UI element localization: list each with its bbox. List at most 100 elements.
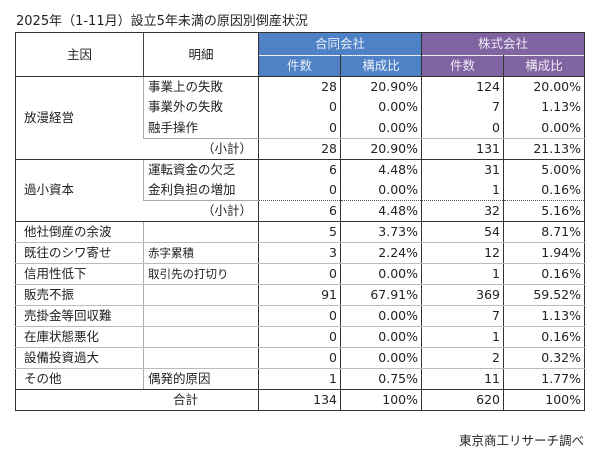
main-cause: 売掛金等回収難 — [15, 305, 144, 327]
table-row: 金利負担の増加 0 0.00% 1 0.16% — [16, 179, 585, 201]
goudou-ratio: 20.90% — [340, 76, 422, 98]
goudou-count: 5 — [258, 221, 341, 243]
header-goudou-ratio: 構成比 — [340, 55, 422, 77]
total-goudou-count: 134 — [258, 389, 341, 411]
goudou-count: 0 — [258, 117, 341, 139]
detail: 事業上の失敗 — [143, 76, 259, 98]
main-cause: その他 — [15, 368, 144, 390]
kabushiki-count: 32 — [421, 200, 504, 222]
goudou-count: 28 — [258, 76, 341, 98]
table-row: 信用性低下 取引先の打切り 0 0.00% 1 0.16% — [15, 263, 585, 285]
goudou-ratio: 0.00% — [340, 179, 422, 201]
table-title: 2025年（1-11月）設立5年未満の原因別倒産状況 — [16, 14, 308, 29]
goudou-ratio: 0.00% — [340, 347, 422, 369]
header-goudou: 合同会社 — [258, 32, 422, 56]
goudou-count: 1 — [258, 368, 341, 390]
total-kabushiki-count: 620 — [421, 389, 504, 411]
goudou-ratio: 0.00% — [340, 97, 422, 118]
kabushiki-ratio: 1.13% — [503, 97, 585, 118]
goudou-ratio: 2.24% — [340, 242, 422, 264]
table-row: その他 偶発的原因 1 0.75% 11 1.77% — [15, 368, 585, 390]
table-row: 他社倒産の余波 5 3.73% 54 8.71% — [15, 221, 585, 243]
kabushiki-count: 0 — [421, 117, 504, 139]
kabushiki-count: 124 — [421, 76, 504, 98]
kabushiki-ratio: 0.00% — [503, 117, 585, 139]
main-cause: 販売不振 — [15, 284, 144, 306]
goudou-ratio: 0.00% — [340, 117, 422, 139]
header-kabushiki-count: 件数 — [421, 55, 504, 77]
main-cause: 設備投資過大 — [15, 347, 144, 369]
main-cause: 過小資本 — [15, 159, 144, 222]
table-row: 既往のシワ寄せ 赤字累積 3 2.24% 12 1.94% — [15, 242, 585, 264]
table-row: 在庫状態悪化 0 0.00% 1 0.16% — [15, 326, 585, 348]
goudou-ratio: 0.00% — [340, 326, 422, 348]
goudou-count: 0 — [258, 179, 341, 201]
kabushiki-ratio: 1.94% — [503, 242, 585, 264]
kabushiki-count: 2 — [421, 347, 504, 369]
kabushiki-ratio: 21.13% — [503, 138, 585, 160]
kabushiki-count: 1 — [421, 326, 504, 348]
kabushiki-ratio: 59.52% — [503, 284, 585, 306]
detail — [143, 284, 259, 306]
goudou-ratio: 20.90% — [340, 138, 422, 160]
kabushiki-count: 31 — [421, 159, 504, 180]
total-goudou-ratio: 100% — [340, 389, 422, 411]
total-label: 合計 — [15, 389, 259, 411]
detail: 金利負担の増加 — [143, 179, 259, 201]
detail — [143, 305, 259, 327]
kabushiki-count: 7 — [421, 305, 504, 327]
header-goudou-count: 件数 — [258, 55, 341, 77]
detail — [143, 326, 259, 348]
goudou-count: 28 — [258, 138, 341, 160]
kabushiki-count: 54 — [421, 221, 504, 243]
kabushiki-count: 1 — [421, 263, 504, 285]
goudou-count: 0 — [258, 305, 341, 327]
main-cause: 他社倒産の余波 — [15, 221, 144, 243]
kabushiki-count: 11 — [421, 368, 504, 390]
goudou-count: 0 — [258, 263, 341, 285]
subtotal-label: （小計） — [143, 200, 259, 222]
kabushiki-ratio: 0.32% — [503, 347, 585, 369]
table-row: 融手操作 0 0.00% 0 0.00% — [16, 117, 585, 139]
kabushiki-count: 7 — [421, 97, 504, 118]
goudou-ratio: 0.00% — [340, 305, 422, 327]
main-cause: 在庫状態悪化 — [15, 326, 144, 348]
goudou-ratio: 4.48% — [340, 159, 422, 180]
subtotal-label: （小計） — [143, 138, 259, 160]
detail: 偶発的原因 — [143, 368, 259, 390]
detail: 取引先の打切り — [143, 263, 259, 285]
goudou-ratio: 4.48% — [340, 200, 422, 222]
header-kabushiki-ratio: 構成比 — [503, 55, 585, 77]
kabushiki-ratio: 5.00% — [503, 159, 585, 180]
kabushiki-ratio: 20.00% — [503, 76, 585, 98]
detail: 赤字累積 — [143, 242, 259, 264]
detail — [143, 221, 259, 243]
main-cause: 放漫経営 — [15, 76, 144, 160]
detail: 融手操作 — [143, 117, 259, 139]
kabushiki-ratio: 5.16% — [503, 200, 585, 222]
detail: 運転資金の欠乏 — [143, 159, 259, 180]
kabushiki-ratio: 0.16% — [503, 263, 585, 285]
main-cause: 信用性低下 — [15, 263, 144, 285]
bankruptcy-cause-table: 主因 明細 合同会社 株式会社 件数 構成比 件数 構成比 放漫経営 事業上の失… — [15, 32, 585, 411]
table-row: 販売不振 91 67.91% 369 59.52% — [15, 284, 585, 306]
goudou-ratio: 0.00% — [340, 263, 422, 285]
table-row: 事業外の失敗 0 0.00% 7 1.13% — [16, 97, 585, 118]
kabushiki-count: 131 — [421, 138, 504, 160]
subtotal-row: （小計） 6 4.48% 32 5.16% — [16, 200, 585, 222]
goudou-count: 0 — [258, 326, 341, 348]
kabushiki-ratio: 1.77% — [503, 368, 585, 390]
main-cause: 既往のシワ寄せ — [15, 242, 144, 264]
header-main-cause: 主因 — [15, 32, 144, 77]
total-kabushiki-ratio: 100% — [503, 389, 585, 411]
detail: 事業外の失敗 — [143, 97, 259, 118]
goudou-ratio: 67.91% — [340, 284, 422, 306]
kabushiki-ratio: 8.71% — [503, 221, 585, 243]
kabushiki-count: 369 — [421, 284, 504, 306]
table-row: 売掛金等回収難 0 0.00% 7 1.13% — [15, 305, 585, 327]
kabushiki-ratio: 0.16% — [503, 179, 585, 201]
table-row: 放漫経営 事業上の失敗 28 20.90% 124 20.00% — [15, 76, 585, 160]
kabushiki-count: 12 — [421, 242, 504, 264]
goudou-count: 0 — [258, 97, 341, 118]
goudou-count: 6 — [258, 159, 341, 180]
